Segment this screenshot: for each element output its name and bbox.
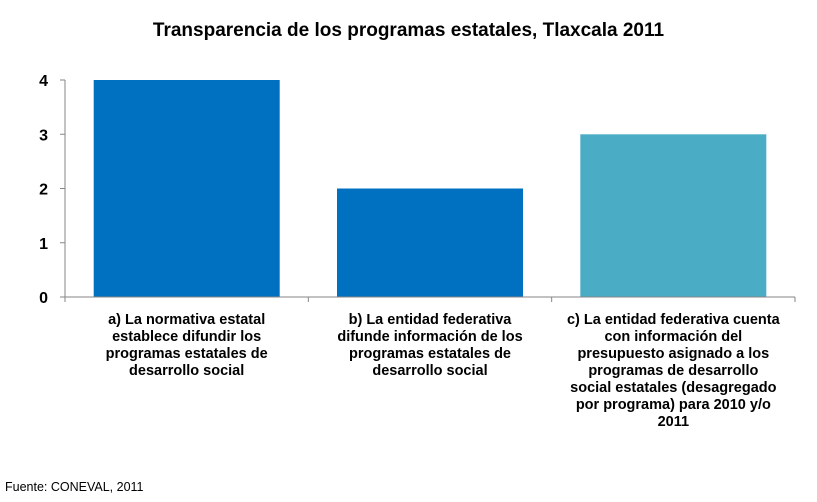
category-label-b: b) La entidad federativa difunde informa… [337,312,523,379]
y-tick-label: 4 [39,73,48,90]
bar-a [93,80,280,297]
y-tick-label: 1 [39,236,48,253]
category-label-a: a) La normativa estatal establece difund… [105,312,268,379]
bar-c [580,134,767,298]
y-tick-label: 2 [39,182,48,199]
source-note: Fuente: CONEVAL, 2011 [5,480,144,494]
y-tick-label: 0 [39,290,48,307]
bar-b [337,188,523,297]
chart-title: Transparencia de los programas estatales… [152,20,665,41]
y-tick-label: 3 [39,127,48,144]
category-label-c: c) La entidad federativa cuenta con info… [566,312,780,430]
